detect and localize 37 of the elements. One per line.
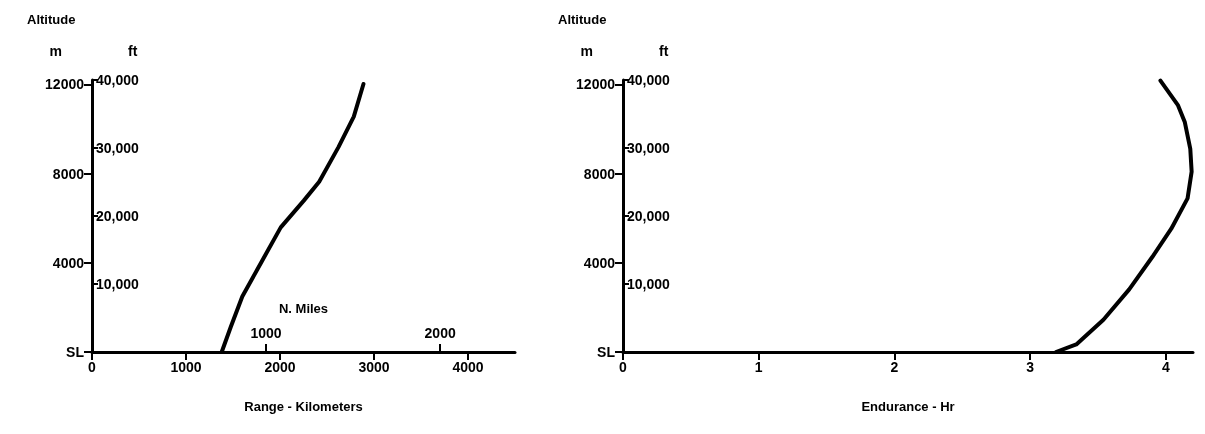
x-tick-label: 1 [754,359,763,375]
chart-title: Altitude [558,12,607,27]
x-tick-label: 4 [1161,359,1170,375]
x-axis-title: Endurance - Hr [861,399,955,414]
y-tick-label: 4000 [52,254,85,271]
x-tick-label: 3 [1026,359,1035,375]
y2-tick-label: 40,000 [96,72,140,89]
y2-tick-label: 10,000 [96,276,140,293]
x-tick-label: 2000 [264,359,296,375]
y2-axis-title: ft [659,43,669,59]
y2-tick-label: 40,000 [627,72,671,89]
y-tick-label: 12000 [45,76,85,93]
x-tick-label: 0 [619,359,628,375]
x2-axis-title: N. Miles [278,301,329,316]
y-tick-label: 12000 [576,76,616,93]
x-tick-label: 2 [890,359,899,375]
y2-axis-title: ft [128,43,138,59]
y-tick-label: 4000 [583,254,616,271]
x-axis-title: Range - Kilometers [244,399,363,414]
x-tick-label: 3000 [358,359,390,375]
x-tick-label: 1000 [170,359,202,375]
chart-title: Altitude [27,12,76,27]
x-tick-label: 0 [88,359,97,375]
y2-tick-label: 30,000 [627,140,671,157]
y2-tick-label: 20,000 [627,208,671,225]
y-tick-label: 8000 [52,165,85,182]
x2-tick-label: 1000 [250,325,282,341]
y2-tick-label: 30,000 [96,140,140,157]
y-tick-label: SL [66,344,85,360]
y-tick-label: 8000 [583,165,616,182]
y-axis-title: m [49,43,62,59]
x-tick-label: 4000 [452,359,484,375]
x2-tick-label: 2000 [424,325,456,341]
y-axis-title: m [580,43,593,59]
y2-tick-label: 10,000 [627,276,671,293]
y2-tick-label: 20,000 [96,208,140,225]
y-tick-label: SL [597,344,616,360]
